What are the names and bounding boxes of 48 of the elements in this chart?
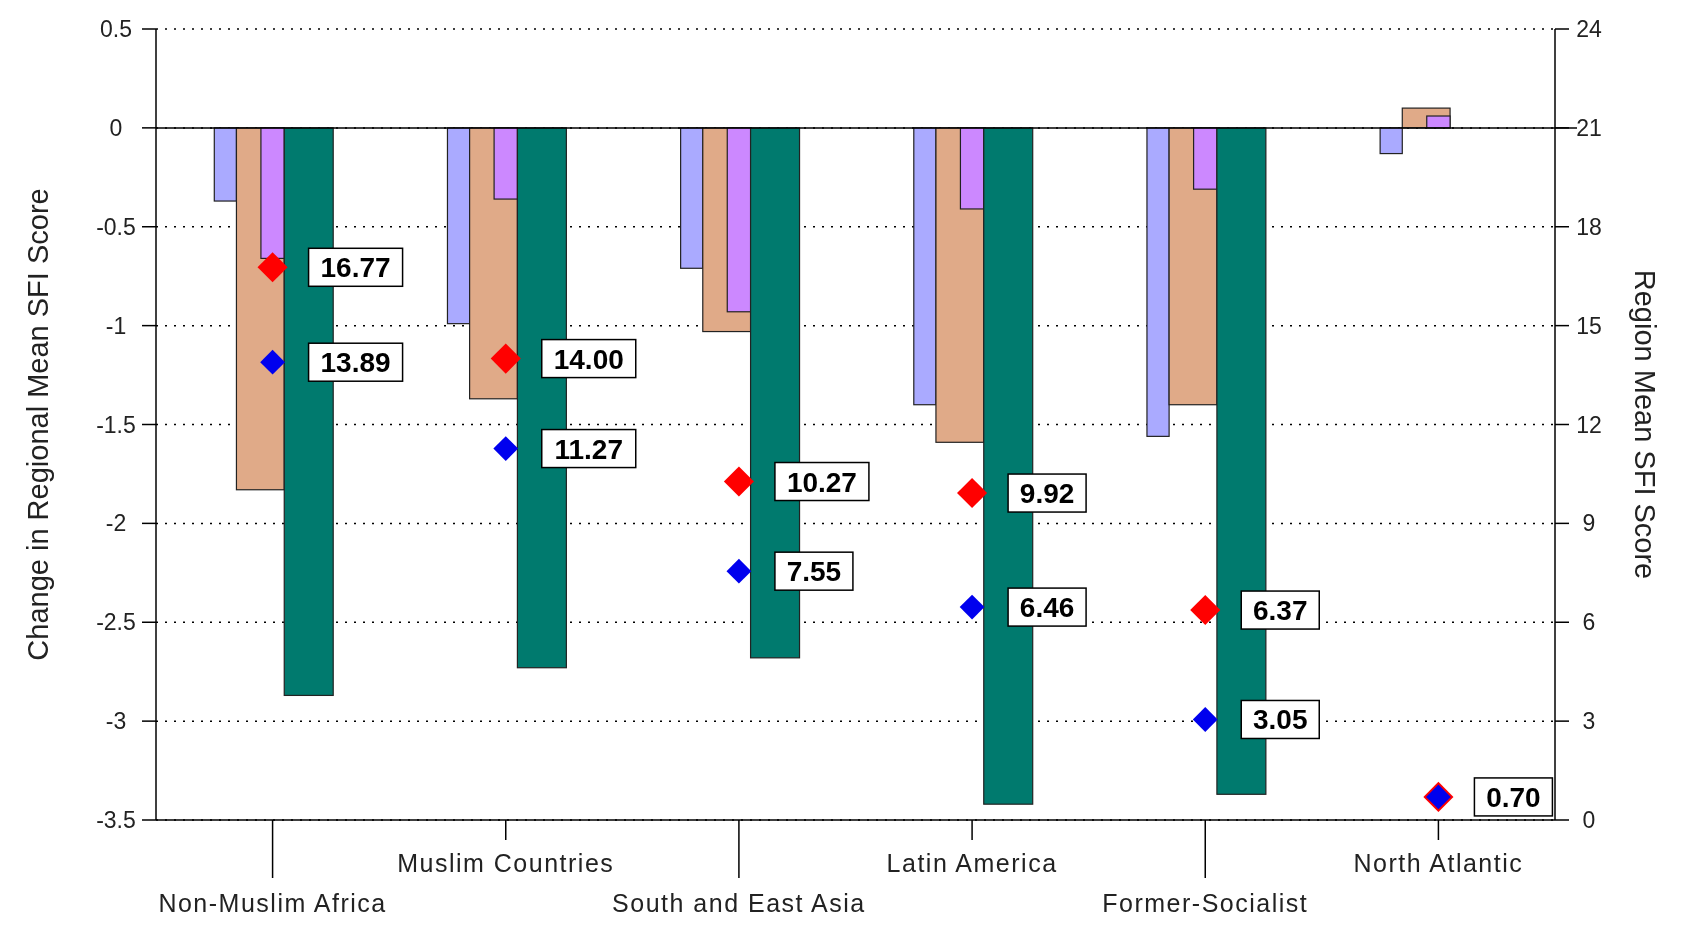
data-label: 3.05 [1253, 704, 1308, 736]
x-tick-label: South and East Asia [612, 889, 866, 917]
y-tick-label: -2 [105, 510, 127, 537]
y2-axis-title: Region Mean SFI Score [1629, 269, 1661, 580]
data-label: 0.70 [1486, 781, 1541, 813]
point [490, 343, 521, 374]
bar [1379, 127, 1403, 155]
y-tick-label: -3.5 [96, 807, 136, 833]
y-tick-label: 0 [109, 114, 123, 141]
y-tick-label: 0.5 [100, 16, 132, 42]
data-label: 6.46 [1019, 592, 1075, 624]
data-label: 9.92 [1019, 478, 1075, 510]
point [257, 252, 288, 283]
x-tick-label: Non-Muslim Africa [158, 889, 387, 917]
point [1190, 595, 1221, 626]
y2-tick-label: 24 [1576, 16, 1602, 42]
data-label: 7.55 [786, 556, 842, 588]
data-label: 14.00 [553, 343, 624, 375]
x-tick-label: Muslim Countries [397, 849, 615, 877]
data-label: 13.89 [320, 347, 391, 379]
y-axis-title: Change in Regional Mean SFI Score [22, 188, 54, 661]
y2-tick-label: 0 [1582, 807, 1596, 833]
point [260, 349, 285, 375]
y2-tick-label: 21 [1576, 114, 1602, 141]
y2-tick-label: 6 [1582, 609, 1596, 636]
x-tick-label: Former-Socialist [1102, 889, 1309, 917]
point [726, 558, 752, 584]
data-label: 6.37 [1253, 595, 1308, 627]
data-label: 11.27 [554, 433, 624, 465]
data-label: 16.77 [320, 252, 391, 284]
x-tick-label: North Atlantic [1353, 849, 1524, 877]
y-tick-label: -0.5 [96, 213, 136, 240]
data-label: 10.27 [786, 466, 857, 498]
y-tick-label: -1 [105, 312, 127, 339]
y2-tick-label: 18 [1576, 213, 1602, 240]
point [957, 478, 988, 509]
point [959, 594, 985, 620]
point [493, 436, 519, 461]
y2-tick-label: 3 [1582, 708, 1596, 735]
y2-tick-label: 9 [1582, 510, 1596, 537]
y-tick-label: -1.5 [96, 411, 136, 438]
y-tick-label: -2.5 [96, 609, 136, 636]
x-tick-label: Latin America [886, 849, 1058, 877]
y-tick-label: -3 [105, 708, 127, 735]
y2-tick-label: 12 [1576, 411, 1602, 438]
point [723, 466, 754, 497]
y2-tick-label: 15 [1576, 312, 1602, 339]
point [1192, 707, 1218, 732]
